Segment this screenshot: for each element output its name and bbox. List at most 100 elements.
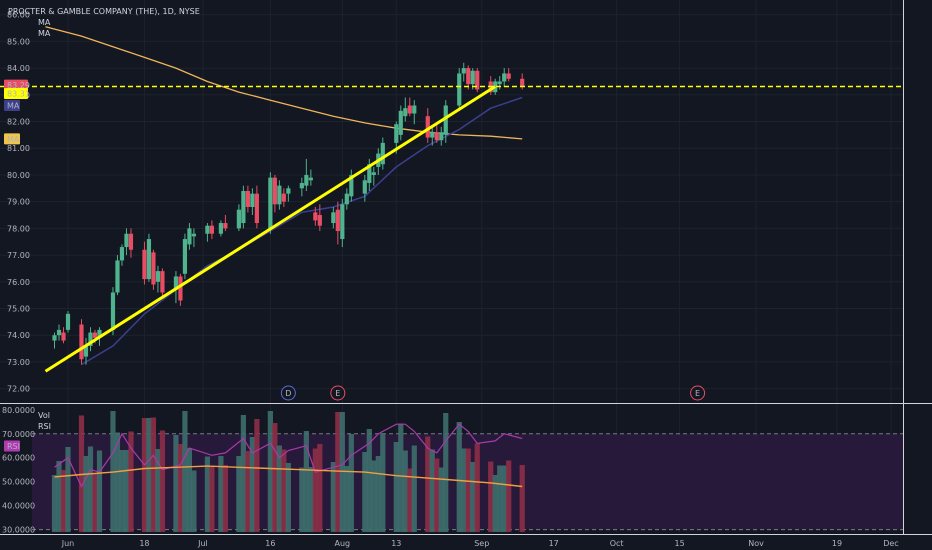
ma-fast-line — [81, 96, 523, 366]
candle-body — [331, 212, 336, 224]
vol-legend[interactable]: Vol — [38, 411, 50, 420]
price-tick-label: 78.00 — [7, 224, 30, 233]
volume-bar — [339, 412, 345, 532]
price-tick-label: 86.00 — [7, 11, 30, 20]
candle-body — [371, 172, 376, 175]
time-tick-label: 19 — [832, 539, 842, 548]
price-tick-label: 84.00 — [7, 64, 30, 73]
candle-body — [241, 190, 246, 224]
candle-body — [97, 329, 102, 338]
volume-bar — [146, 418, 152, 532]
time-tick-label: Jun — [61, 539, 75, 548]
candle-body — [250, 193, 255, 208]
candle-body — [205, 225, 210, 234]
candle-body — [520, 78, 525, 87]
ma-legend-1[interactable]: MA — [38, 18, 51, 27]
candle-body — [475, 70, 480, 90]
volume-bar — [236, 456, 242, 532]
candle-body — [254, 193, 259, 224]
ma-fast-tag: MA — [7, 102, 20, 111]
event-marker — [280, 385, 296, 401]
volume-bar — [245, 451, 251, 532]
last-price-badge: 83.29 — [7, 81, 30, 90]
candle-body — [223, 223, 228, 229]
volume-bar — [443, 413, 449, 532]
candle-body — [506, 73, 511, 79]
volume-bar — [51, 475, 58, 532]
candle-body — [61, 332, 66, 341]
ma-slow-line — [45, 26, 523, 140]
volume-bar — [123, 450, 130, 532]
candle-body — [304, 174, 309, 186]
last-price-badge-bg — [4, 79, 28, 91]
candle-body — [88, 332, 93, 346]
price-axis[interactable]: 72.00 73.00 74.00 75.00 76.00 77.00 78.00 79.00… — [2, 11, 35, 535]
candle-body — [443, 105, 448, 135]
candle-body — [218, 223, 224, 234]
time-axis[interactable]: Jun 18 Jul 16 Aug 13 Sep 17 Oct 15 Nov 19 Dec — [61, 539, 899, 548]
volume-bar — [128, 431, 134, 532]
candle-body — [191, 233, 197, 237]
candle-body — [245, 190, 250, 208]
rsi-legend[interactable]: RSI — [38, 422, 51, 431]
volume-bar — [186, 448, 193, 532]
price-tick-label: 74.00 — [7, 331, 30, 340]
candle-body — [344, 193, 349, 205]
candle-body — [65, 313, 71, 330]
chart-title: PROCTER & GAMBLE COMPANY (THE), 1D, NYSE — [8, 7, 200, 16]
price-tick-label: 76.00 — [7, 278, 30, 287]
volume-bar — [281, 449, 287, 532]
price-tick-label: 81.00 — [7, 144, 30, 153]
event-marker-label: E — [335, 389, 340, 398]
volume-bar — [465, 448, 471, 532]
candle-body — [430, 132, 435, 138]
volume-bar — [218, 456, 224, 532]
candle-body — [155, 271, 161, 282]
volume-bar — [398, 423, 404, 532]
volume-bar — [114, 432, 121, 532]
candle-body — [83, 345, 89, 357]
price-tick-label: 72.00 — [7, 385, 30, 394]
candle-body — [394, 124, 399, 143]
time-tick-label: 13 — [391, 539, 401, 548]
volume-bar — [456, 422, 462, 532]
time-tick-label: Dec — [883, 539, 898, 548]
volume-bar — [276, 445, 282, 532]
volume-bar — [87, 446, 94, 532]
volume-bar — [96, 450, 103, 532]
rsi-tick-label: 80.0000 — [2, 406, 35, 415]
volume-bar — [249, 437, 255, 532]
candle-body — [209, 225, 215, 234]
volume-bar — [371, 460, 377, 532]
rsi-tick-label: 60.0000 — [2, 454, 35, 463]
price-tick-label: 80.00 — [7, 171, 30, 180]
volume-bar — [204, 456, 211, 532]
volume-bar — [344, 466, 350, 532]
rsi-tag-bg — [4, 440, 20, 452]
volume-bar — [501, 465, 507, 532]
price-tick-label: 79.00 — [7, 198, 30, 207]
volume-bar — [177, 444, 184, 532]
price-tick-label: 75.00 — [7, 305, 30, 314]
volume-bar — [506, 460, 512, 532]
volume-bar — [308, 467, 314, 532]
rsi-tick-label: 70.0000 — [2, 430, 35, 439]
volume-bar — [312, 448, 318, 532]
price-tick-label: 73.00 — [7, 358, 30, 367]
volume-bar — [335, 412, 341, 532]
candle-body — [151, 252, 156, 285]
time-tick-label: Sep — [474, 539, 489, 548]
candle-body — [277, 185, 282, 205]
volume-bar — [92, 473, 98, 532]
candle-body — [380, 142, 385, 165]
volume-bar — [272, 423, 278, 532]
ma-legend-2[interactable]: MA — [38, 29, 51, 38]
volume-bar — [182, 411, 188, 532]
ma-fast-tag-bg — [4, 100, 20, 112]
event-marker — [690, 385, 706, 401]
volume-bar — [119, 450, 125, 532]
time-tick-label: 17 — [549, 539, 559, 548]
time-tick-label: Oct — [610, 539, 624, 548]
